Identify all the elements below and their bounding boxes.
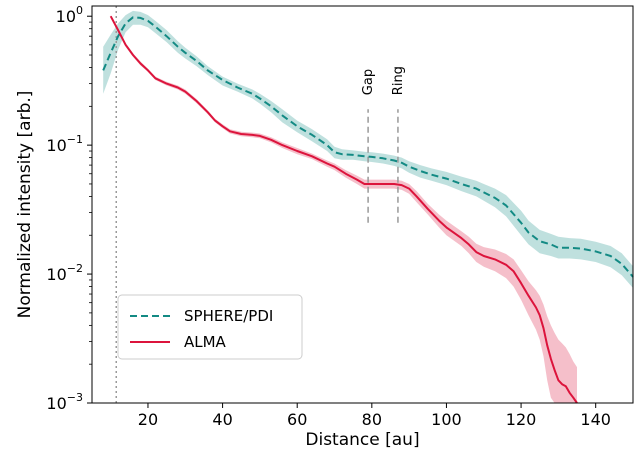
legend: SPHERE/PDI ALMA bbox=[117, 294, 303, 360]
x-tick-label: 80 bbox=[362, 410, 382, 429]
reference-lines: Gap Ring bbox=[115, 6, 406, 403]
annotation-gap: Gap bbox=[361, 69, 376, 95]
x-tick-label: 20 bbox=[138, 410, 158, 429]
alma-series-line bbox=[109, 15, 578, 404]
annotation-ring: Ring bbox=[391, 66, 406, 95]
x-tick-label: 100 bbox=[431, 410, 462, 429]
sphere-series-line bbox=[102, 16, 634, 278]
legend-entry-label: ALMA bbox=[184, 333, 227, 351]
y-axis-ticks: 10−3 10−2 10−1 100 bbox=[46, 4, 92, 413]
y-tick-label: 10−3 bbox=[46, 391, 83, 413]
x-tick-label: 140 bbox=[580, 410, 611, 429]
x-tick-label: 60 bbox=[287, 410, 307, 429]
y-tick-label: 10−2 bbox=[46, 262, 83, 284]
y-tick-label: 10−1 bbox=[46, 133, 83, 155]
plot-frame bbox=[91, 5, 634, 404]
x-tick-label: 40 bbox=[212, 410, 232, 429]
x-axis-label: Distance [au] bbox=[305, 430, 419, 450]
x-tick-label: 120 bbox=[506, 410, 537, 429]
legend-entry-label: SPHERE/PDI bbox=[184, 307, 273, 325]
y-tick-label: 100 bbox=[56, 4, 83, 26]
x-axis-ticks: 20 40 60 80 100 120 140 bbox=[138, 403, 611, 429]
y-axis-label: Normalized intensity [arb.] bbox=[15, 91, 35, 319]
series-lines bbox=[102, 15, 634, 404]
